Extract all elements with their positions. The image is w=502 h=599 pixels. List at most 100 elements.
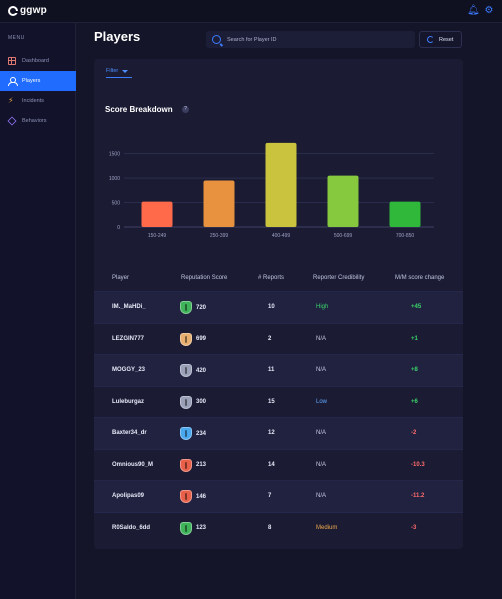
filter-label: Filter [106,68,119,74]
score-breakdown-chart: 0 500 1000 1500 150-249 250-399 400-499 500-699… [109,142,434,239]
x-tick-label: 150-249 [148,233,167,239]
mm-score-change: -10.3 [411,461,425,468]
player-name[interactable]: MOGGY_23 [112,367,146,373]
report-count: 2 [268,335,272,342]
report-count: 10 [268,304,275,310]
table-row[interactable]: R0Saldo_6dd 123 8 Medium -3 [94,511,463,544]
reset-button[interactable]: Reset [419,31,462,48]
mm-score-change: -3 [411,524,417,531]
search-input[interactable] [227,36,407,43]
score-value: 213 [196,462,207,468]
shield-icon [180,395,192,409]
dashboard-grid-icon [8,57,16,65]
shield-icon [180,427,192,440]
report-count: 12 [268,430,275,436]
player-name[interactable]: LEZGIN777 [112,335,145,342]
table-row[interactable]: LEZGIN777 699 2 N/A +1 [94,322,463,355]
players-table-body: IM._MaHDi_ 720 10 High +45 LEZGIN777 699 2 N/A +1… [94,291,463,543]
table-row[interactable]: IM._MaHDi_ 720 10 High +45 [94,291,463,323]
bolt-icon: ⚡︎ [8,96,14,105]
page-title: Players [94,29,141,44]
y-tick-label: 1500 [109,152,120,158]
reporter-credibility: N/A [316,430,327,436]
reporter-credibility: N/A [316,461,327,468]
sidebar-item-label: Players [22,78,41,84]
sidebar-item-behaviors[interactable]: Behaviors [0,111,76,131]
table-row[interactable]: Apolipas09 146 7 N/A -11.2 [94,480,463,512]
chart-bar[interactable] [265,142,297,227]
chevron-down-icon [122,69,129,73]
column-header-reports[interactable]: # Reports [258,275,285,281]
player-name[interactable]: R0Saldo_6dd [112,524,151,531]
search-bar[interactable] [206,31,415,48]
reporter-credibility: High [316,304,329,310]
mm-score-change: -11.2 [411,493,425,499]
sidebar-item-label: Behaviors [22,118,47,124]
chart-bar[interactable] [327,175,359,227]
reputation-score: 420 [180,364,206,377]
logo-text: ggwp [20,5,47,16]
player-name[interactable]: Apolipas09 [112,493,145,499]
reset-label: Reset [439,36,454,43]
column-header-mm-score-change[interactable]: M/M score change [395,275,445,281]
bell-icon[interactable]: 🔔︎ [467,5,480,16]
score-breakdown-title: Score Breakdown [105,105,173,114]
chart-bar[interactable] [141,201,173,227]
reporter-credibility: Low [316,398,328,405]
column-header-player[interactable]: Player [112,275,130,281]
shield-icon [180,332,192,346]
chart-bar[interactable] [203,180,235,227]
score-value: 234 [196,430,207,437]
top-bar: ggwp 🔔︎ ⚙ [0,0,502,23]
table-row[interactable]: Baxter34_dr 234 12 N/A -2 [94,417,463,449]
table-row[interactable]: MOGGY_23 420 11 N/A +8 [94,354,463,386]
table-row[interactable]: Omnious90_M 213 14 N/A -10.3 [94,448,463,481]
sidebar: MENU Dashboard Players ⚡︎ Incidents Beha… [0,23,76,599]
reputation-score: 720 [180,301,206,314]
player-name[interactable]: Omnious90_M [112,461,154,468]
filter-underline [106,77,132,78]
column-header-reputation-score[interactable]: Reputation Score [181,275,228,281]
reputation-score: 213 [180,458,207,472]
mm-score-change: -2 [411,430,417,436]
cube-icon [7,116,17,126]
shield-icon [180,301,192,314]
reputation-score: 234 [180,427,206,440]
reputation-score: 699 [180,332,207,346]
x-tick-label: 400-499 [272,233,291,239]
column-header-reporter-credibility[interactable]: Reporter Credibility [313,275,365,281]
sidebar-item-incidents[interactable]: ⚡︎ Incidents [0,91,76,111]
report-count: 11 [268,367,275,373]
app-logo[interactable]: ggwp [8,5,47,16]
shield-icon [180,364,192,377]
shield-icon [180,458,192,472]
reporter-credibility: N/A [316,493,327,499]
score-value: 146 [196,493,207,500]
search-icon [212,35,221,44]
gear-icon[interactable]: ⚙ [484,5,494,16]
score-value: 720 [196,304,207,311]
shield-icon [180,490,192,503]
y-tick-label: 1000 [109,176,120,182]
mm-score-change: +1 [411,335,418,342]
player-name[interactable]: Luleburgaz [112,398,145,405]
reporter-credibility: Medium [316,524,338,531]
x-tick-label: 700-850 [396,233,415,239]
report-count: 15 [268,398,275,405]
reputation-score: 300 [180,395,206,409]
sidebar-item-players[interactable]: Players [0,71,76,91]
help-icon[interactable]: ? [182,106,189,113]
player-name[interactable]: Baxter34_dr [112,430,147,436]
mm-score-change: +8 [411,367,418,373]
score-value: 699 [196,336,207,342]
y-tick-label: 500 [112,201,121,207]
chart-bar[interactable] [389,201,421,227]
player-name[interactable]: IM._MaHDi_ [112,304,146,310]
shield-icon [180,521,192,535]
table-row[interactable]: Luleburgaz 300 15 Low +6 [94,385,463,418]
filter-dropdown[interactable]: Filter [106,68,129,74]
user-icon [8,77,18,86]
reset-icon [427,36,434,43]
reputation-score: 146 [180,490,206,503]
sidebar-item-dashboard[interactable]: Dashboard [0,51,76,71]
